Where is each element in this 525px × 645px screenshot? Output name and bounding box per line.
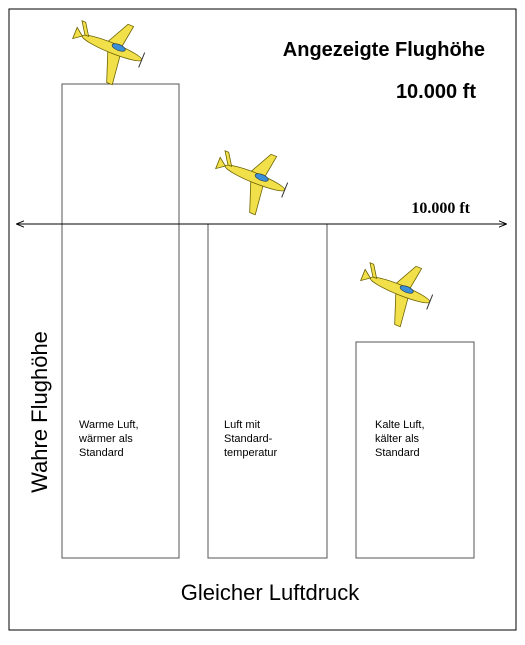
column-box <box>207 223 328 559</box>
text-line: Standard <box>79 447 124 459</box>
column-box <box>355 341 475 559</box>
header-title: Angezeigte Flughöhe <box>283 39 485 61</box>
column-text: Warme Luft, wärmer als Standard <box>78 419 142 459</box>
text-line: Standard <box>375 447 420 459</box>
y-axis-label: Wahre Flughöhe <box>27 331 52 493</box>
column-text: Luft mit Standard- temperatur <box>224 419 278 459</box>
airplane <box>61 6 153 93</box>
text-line: kälter als <box>375 433 420 445</box>
header-value: 10.000 ft <box>396 81 476 103</box>
text-line: Standard- <box>224 433 273 445</box>
text-line: Luft mit <box>224 419 260 431</box>
x-axis-label: Gleicher Luftdruck <box>181 580 361 605</box>
text-line: Kalte Luft, <box>375 419 425 431</box>
text-line: wärmer als <box>78 433 133 445</box>
text-line: Warme Luft, <box>79 419 139 431</box>
airplane <box>204 136 296 223</box>
frame <box>8 8 517 631</box>
reference-label: 10.000 ft <box>411 200 470 217</box>
airplane <box>349 248 441 335</box>
text-line: temperatur <box>224 447 278 459</box>
column-text: Kalte Luft, kälter als Standard <box>375 419 428 459</box>
column-box <box>61 83 180 559</box>
